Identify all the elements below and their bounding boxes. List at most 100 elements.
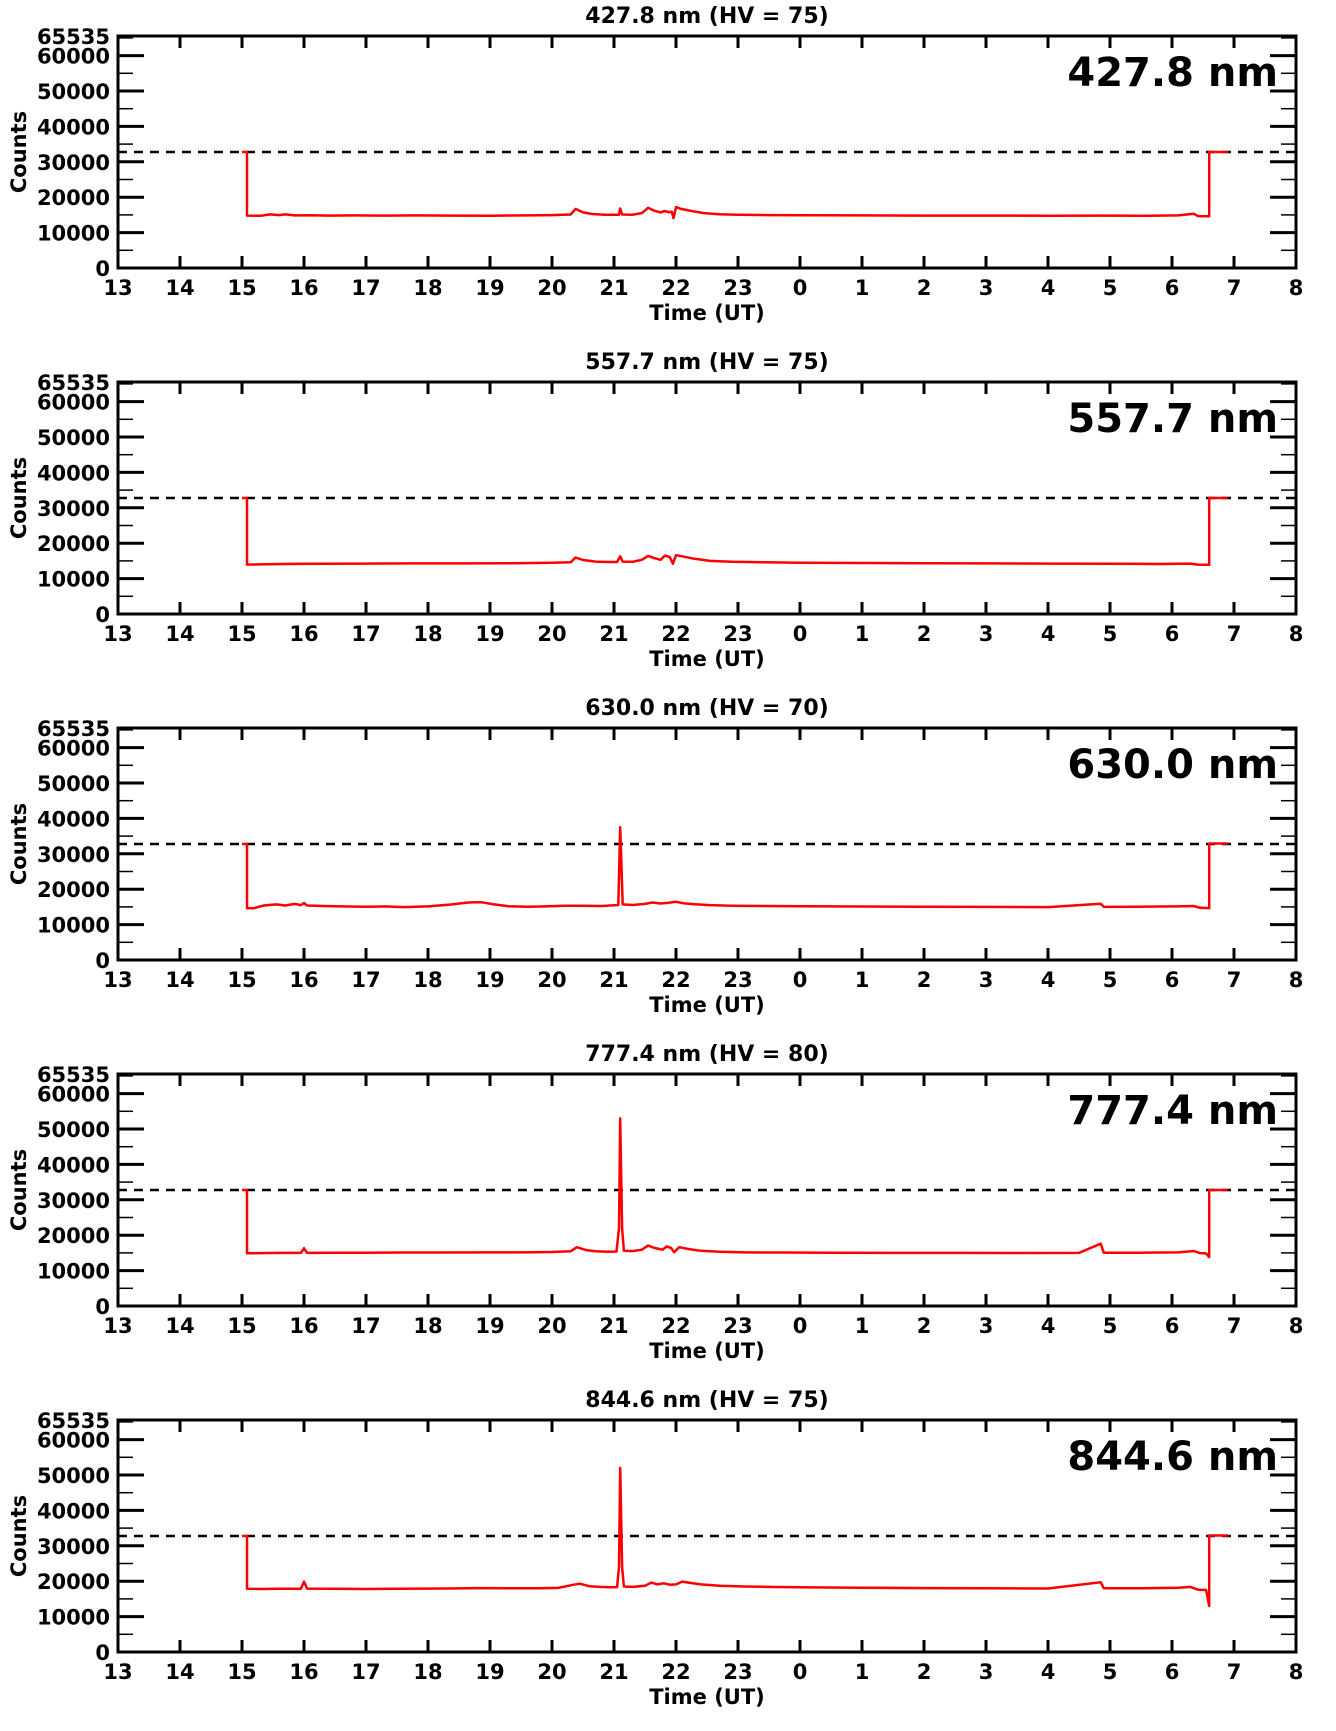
x-axis-tick-label: 13 <box>103 968 132 992</box>
x-axis-tick-label: 16 <box>289 1660 318 1684</box>
x-axis-tick-label: 3 <box>979 1660 994 1684</box>
x-axis-tick-label: 23 <box>723 276 752 300</box>
x-axis-tick-label: 0 <box>793 276 808 300</box>
x-axis-tick-label: 6 <box>1165 968 1180 992</box>
y-axis-tick-label: 10000 <box>37 1606 110 1630</box>
x-axis-tick-label: 19 <box>475 276 504 300</box>
x-axis-tick-label: 5 <box>1103 968 1118 992</box>
x-axis-tick-label: 16 <box>289 622 318 646</box>
y-axis-tick-label: 20000 <box>37 878 110 902</box>
x-axis-tick-label: 5 <box>1103 1660 1118 1684</box>
y-axis-tick-label: 60000 <box>37 737 110 761</box>
y-axis-tick-label: 65535 <box>37 25 110 49</box>
x-axis-tick-label: 0 <box>793 968 808 992</box>
x-axis-tick-label: 18 <box>413 622 442 646</box>
x-axis-tick-label: 13 <box>103 276 132 300</box>
y-axis-tick-label: 0 <box>95 1295 110 1319</box>
y-axis-tick-label: 30000 <box>37 1189 110 1213</box>
x-axis-tick-label: 4 <box>1041 622 1056 646</box>
y-axis-tick-label: 10000 <box>37 914 110 938</box>
x-axis-tick-label: 4 <box>1041 1314 1056 1338</box>
x-axis-tick-label: 22 <box>661 1660 690 1684</box>
x-axis-tick-label: 4 <box>1041 1660 1056 1684</box>
chart-title: 427.8 nm (HV = 75) <box>585 4 828 29</box>
x-axis-tick-label: 2 <box>917 1660 932 1684</box>
y-axis-tick-label: 50000 <box>37 426 110 450</box>
y-axis-tick-label: 0 <box>95 603 110 627</box>
plot-frame <box>116 1418 1298 1654</box>
x-axis-tick-label: 17 <box>351 1660 380 1684</box>
x-axis-tick-label: 2 <box>917 276 932 300</box>
x-axis-tick-label: 3 <box>979 968 994 992</box>
x-axis-title: Time (UT) <box>649 1339 765 1363</box>
y-axis-tick-label: 40000 <box>37 1153 110 1177</box>
x-axis-tick-label: 23 <box>723 1660 752 1684</box>
y-axis-tick-label: 30000 <box>37 497 110 521</box>
y-axis-tick-label: 20000 <box>37 532 110 556</box>
y-axis-tick-label: 50000 <box>37 1118 110 1142</box>
y-axis-title: Counts <box>7 457 31 539</box>
x-axis-tick-label: 2 <box>917 968 932 992</box>
x-axis-tick-label: 20 <box>537 622 566 646</box>
y-axis-tick-label: 50000 <box>37 1464 110 1488</box>
x-axis-tick-label: 14 <box>165 1314 194 1338</box>
x-axis-tick-label: 23 <box>723 622 752 646</box>
wavelength-annotation: 777.4 nm <box>1067 1088 1278 1134</box>
x-axis-tick-label: 20 <box>537 1314 566 1338</box>
x-axis-tick-label: 18 <box>413 1314 442 1338</box>
y-axis-tick-label: 40000 <box>37 807 110 831</box>
x-axis-tick-label: 3 <box>979 622 994 646</box>
x-axis-tick-label: 22 <box>661 622 690 646</box>
x-axis-tick-label: 2 <box>917 1314 932 1338</box>
x-axis-tick-label: 0 <box>793 622 808 646</box>
y-axis-title: Counts <box>7 1149 31 1231</box>
y-axis-tick-label: 60000 <box>37 1083 110 1107</box>
x-axis-tick-label: 19 <box>475 1314 504 1338</box>
y-axis-title: Counts <box>7 111 31 193</box>
y-axis-tick-label: 40000 <box>37 1499 110 1523</box>
x-axis-tick-label: 21 <box>599 622 628 646</box>
x-axis-tick-label: 22 <box>661 968 690 992</box>
y-axis-tick-label: 30000 <box>37 1535 110 1559</box>
x-axis-tick-label: 23 <box>723 1314 752 1338</box>
wavelength-annotation: 630.0 nm <box>1067 742 1278 788</box>
x-axis-tick-label: 21 <box>599 968 628 992</box>
y-axis-tick-label: 20000 <box>37 1570 110 1594</box>
wavelength-annotation: 427.8 nm <box>1067 50 1278 96</box>
x-axis-tick-label: 14 <box>165 1660 194 1684</box>
wavelength-annotation: 557.7 nm <box>1067 396 1278 442</box>
x-axis-tick-label: 6 <box>1165 1660 1180 1684</box>
x-axis-tick-label: 3 <box>979 276 994 300</box>
x-axis-tick-label: 14 <box>165 276 194 300</box>
y-axis-tick-label: 40000 <box>37 461 110 485</box>
y-axis-tick-label: 10000 <box>37 568 110 592</box>
chart-line <box>242 496 1228 567</box>
chart-panel: 557.7 nm (HV = 75) 0 10000 20000 30000 40000 5… <box>7 350 1303 671</box>
y-axis-tick-label: 50000 <box>37 772 110 796</box>
x-axis-tick-label: 20 <box>537 276 566 300</box>
plot-frame <box>116 34 1298 270</box>
x-axis-tick-label: 6 <box>1165 1314 1180 1338</box>
plot-frame <box>116 726 1298 962</box>
chart-panel: 427.8 nm (HV = 75) 0 10000 20000 30000 40000 5… <box>7 4 1303 325</box>
x-axis-tick-label: 17 <box>351 276 380 300</box>
x-axis-tick-label: 6 <box>1165 622 1180 646</box>
x-axis-title: Time (UT) <box>649 647 765 671</box>
x-axis-tick-label: 18 <box>413 1660 442 1684</box>
x-axis-tick-label: 14 <box>165 968 194 992</box>
x-axis-tick-label: 8 <box>1289 968 1304 992</box>
x-axis-tick-label: 23 <box>723 968 752 992</box>
y-axis-tick-label: 65535 <box>37 371 110 395</box>
x-axis-tick-label: 21 <box>599 276 628 300</box>
x-axis-tick-label: 1 <box>855 276 870 300</box>
x-axis-tick-label: 16 <box>289 276 318 300</box>
chart-panel: 777.4 nm (HV = 80) 0 10000 20000 30000 40000 5… <box>7 1042 1303 1363</box>
chart-line <box>242 1117 1228 1259</box>
x-axis-tick-label: 21 <box>599 1314 628 1338</box>
y-axis-tick-label: 30000 <box>37 151 110 175</box>
x-axis-tick-label: 18 <box>413 968 442 992</box>
chart-line <box>242 825 1228 910</box>
x-axis-tick-label: 17 <box>351 1314 380 1338</box>
y-axis-tick-label: 30000 <box>37 843 110 867</box>
x-axis-title: Time (UT) <box>649 993 765 1017</box>
